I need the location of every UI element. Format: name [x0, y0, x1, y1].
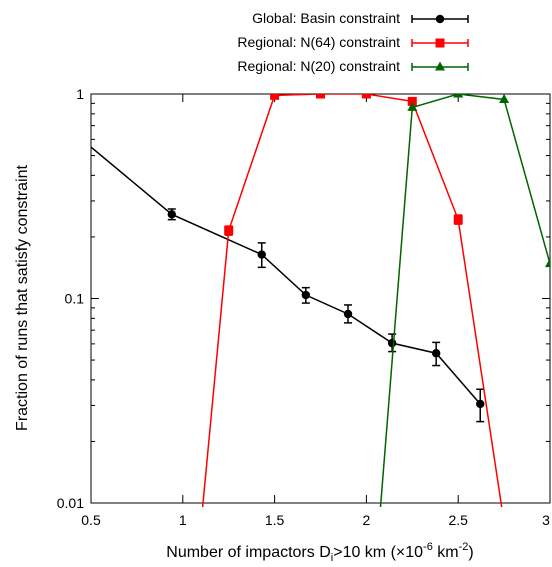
legend: Global: Basin constraint Regional: N(64)…	[237, 10, 469, 74]
y-tick-label: 1	[76, 86, 84, 102]
y-tick-label: 0.01	[57, 495, 84, 511]
y-axis-label: Fraction of runs that satisfy constraint	[14, 165, 31, 431]
x-tick-label: 3	[542, 512, 550, 528]
x-tick-label: 2.5	[448, 512, 468, 528]
legend-swatch-marker	[435, 14, 445, 24]
data-point	[431, 349, 441, 358]
x-axis-label-sup1: -6	[423, 541, 433, 553]
series-1	[201, 94, 503, 507]
x-tick-label: 0.5	[81, 512, 101, 528]
legend-swatch-marker	[435, 61, 445, 71]
data-point	[167, 210, 176, 219]
x-axis-label: Number of impactors Di>10 km (×10-6 km-2…	[166, 541, 473, 564]
data-point	[361, 94, 371, 99]
data-point	[270, 94, 280, 100]
data-point	[407, 101, 418, 111]
legend-label-n64: Regional: N(64) constraint	[237, 34, 400, 50]
x-tick-label: 1	[179, 512, 187, 528]
x-axis-label-unit: km	[433, 544, 459, 561]
x-axis-label-end: )	[468, 544, 473, 561]
data-point	[453, 94, 464, 98]
legend-item-basin: Global: Basin constraint	[252, 10, 469, 26]
legend-swatch-n64	[411, 38, 469, 48]
legend-label-basin: Global: Basin constraint	[252, 10, 400, 26]
data-point	[301, 290, 311, 300]
x-axis-label-mid: >10 km (×10	[333, 544, 423, 561]
legend-item-n64: Regional: N(64) constraint	[237, 34, 469, 50]
series-0	[90, 146, 485, 423]
x-axis-label-subscript: i	[331, 552, 333, 564]
series-line	[90, 146, 481, 405]
x-tick-label: 2	[363, 512, 371, 528]
series-line	[379, 94, 550, 507]
legend-label-n20: Regional: N(20) constraint	[237, 58, 400, 74]
data-point	[257, 250, 266, 259]
data-point	[224, 226, 234, 236]
x-axis-label-sup2: -2	[459, 541, 469, 553]
plot-frame	[90, 93, 551, 504]
series-line	[201, 94, 503, 507]
series-2	[379, 94, 550, 507]
data-point	[476, 399, 485, 409]
data-point	[407, 96, 417, 106]
data-point	[343, 309, 353, 319]
x-tick-label: 1.5	[265, 512, 285, 528]
legend-swatch-marker	[435, 38, 445, 48]
data-point	[316, 94, 325, 99]
x-axis-label-main: Number of impactors D	[166, 544, 331, 561]
legend-swatch-basin	[411, 14, 469, 24]
y-tick-label: 0.1	[65, 291, 85, 307]
data-point	[453, 215, 463, 225]
legend-swatch-n20	[411, 61, 469, 71]
data-point	[387, 338, 397, 348]
data-point	[545, 258, 550, 268]
legend-item-n20: Regional: N(20) constraint	[237, 58, 469, 74]
data-point	[499, 94, 510, 103]
